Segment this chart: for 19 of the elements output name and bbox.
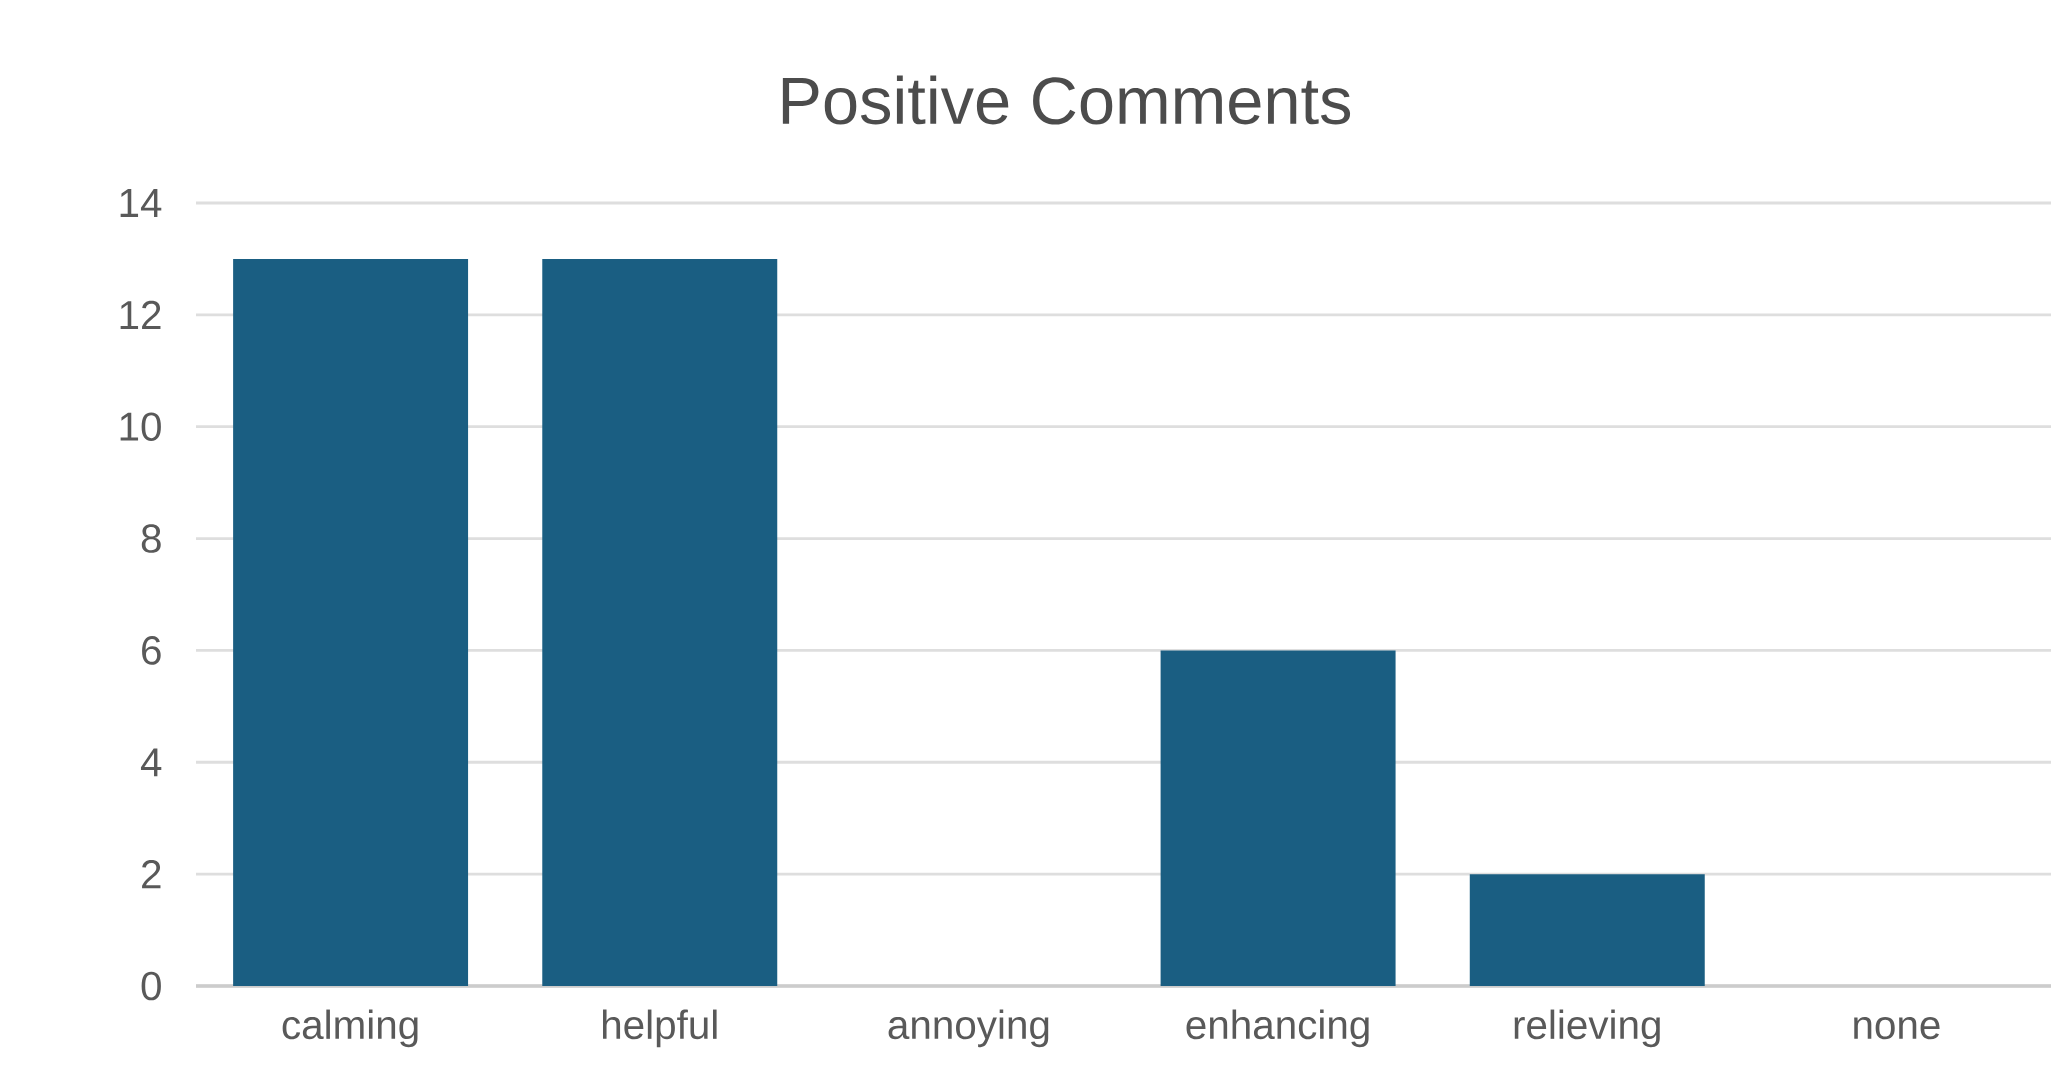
y-tick-label: 6 [142, 636, 161, 665]
y-tick-label: 2 [142, 860, 161, 889]
y-tick-label: 0 [141, 971, 161, 1001]
x-tick-label: annoying [888, 1009, 1049, 1048]
bar [1469, 874, 1705, 986]
x-tick-label: enhancing [1186, 1009, 1369, 1048]
y-tick-label: 4 [140, 748, 162, 777]
bar [1160, 650, 1396, 986]
x-tick-label: helpful [603, 1009, 717, 1048]
x-tick-label: calming [282, 1009, 418, 1048]
y-tick-label: 12 [120, 300, 161, 329]
x-tick-label: relieving [1514, 1009, 1660, 1048]
x-tick-label: none [1854, 1017, 1940, 1040]
y-tick-label: 10 [120, 412, 161, 441]
y-tick-label: 14 [120, 189, 162, 217]
chart-title: Positive Comments [782, 75, 1351, 125]
bar [233, 258, 469, 986]
y-tick-label: 8 [141, 524, 161, 553]
bar [542, 258, 778, 986]
